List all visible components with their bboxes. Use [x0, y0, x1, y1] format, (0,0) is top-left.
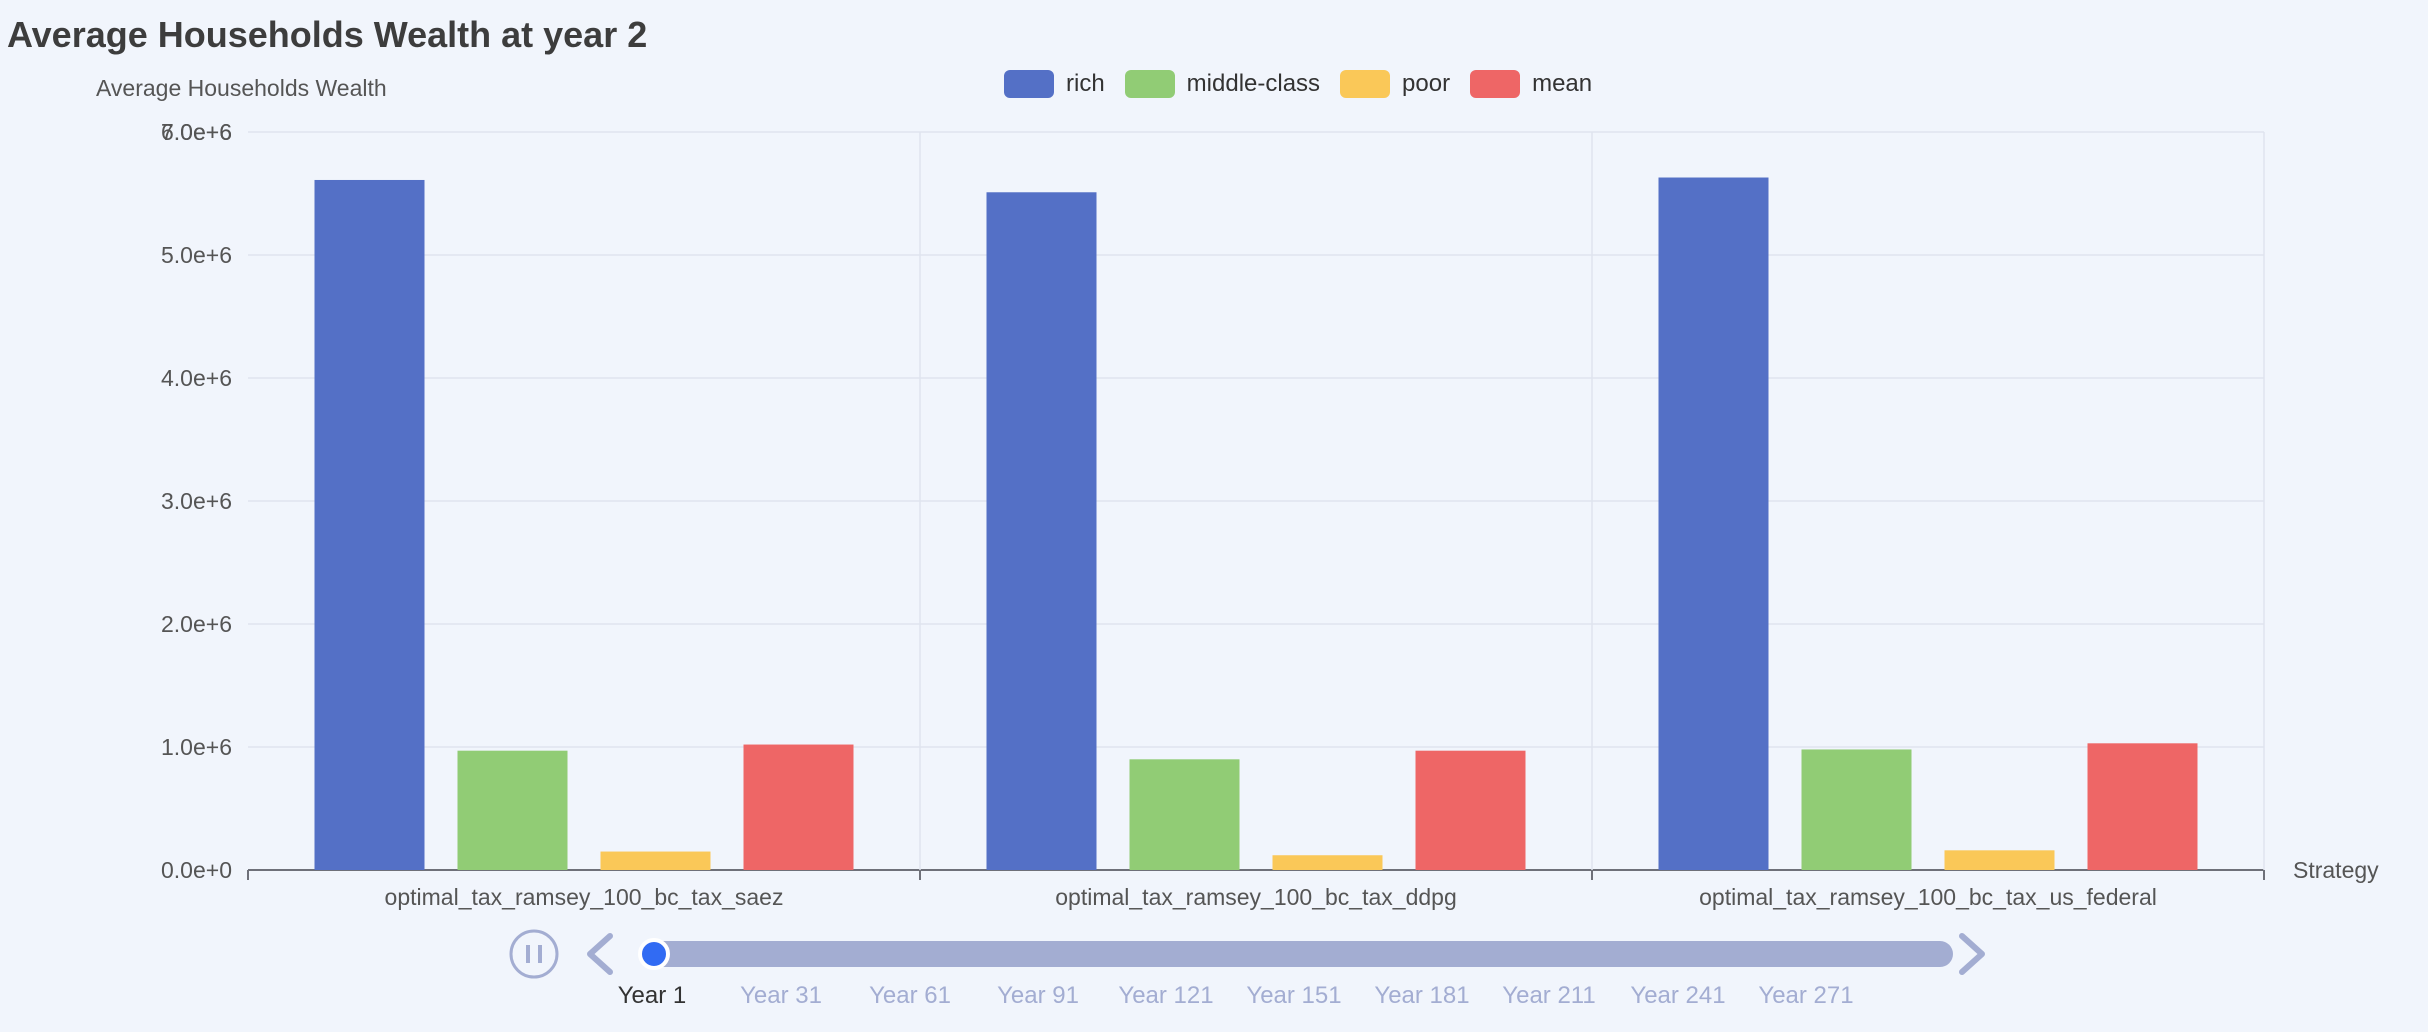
bar-mean[interactable]: [2087, 743, 2198, 870]
y-tick-label: 0.0e+0: [161, 857, 232, 883]
bar-poor[interactable]: [600, 851, 711, 870]
legend-item-poor[interactable]: poor: [1340, 70, 1450, 98]
y-axis-label: Average Households Wealth: [96, 75, 387, 101]
bar-rich[interactable]: [314, 179, 425, 871]
bar-mean[interactable]: [743, 744, 854, 870]
legend-label: middle-class: [1186, 70, 1321, 97]
timeline-label[interactable]: Year 31: [740, 982, 822, 1009]
bar-poor[interactable]: [1944, 850, 2055, 870]
legend-item-mean[interactable]: mean: [1470, 70, 1592, 98]
timeline-labels: Year 1 Year 31 Year 61 Year 91 Year 121 Year …: [0, 982, 2428, 1012]
timeline-label[interactable]: Year 151: [1246, 982, 1342, 1009]
legend-item-middle-class[interactable]: middle-class: [1124, 70, 1321, 98]
bar-rich[interactable]: [986, 192, 1097, 870]
pause-icon[interactable]: [509, 929, 559, 979]
x-tick-label: optimal_tax_ramsey_100_bc_tax_saez: [385, 884, 784, 910]
legend-swatch: [1470, 70, 1521, 98]
x-axis-label: Strategy: [2293, 857, 2379, 883]
legend-swatch: [1004, 70, 1054, 98]
bar-rich[interactable]: [1658, 177, 1769, 870]
bar-middle-class[interactable]: [457, 750, 568, 870]
pause-icon-circle: [509, 929, 559, 979]
y-tick-label: 7.0e+6: [161, 119, 232, 145]
legend-swatch: [1340, 70, 1391, 98]
chevron-right-icon[interactable]: [1959, 933, 1985, 975]
y-tick-label: 1.0e+6: [161, 734, 232, 760]
timeline-label[interactable]: Year 121: [1118, 982, 1214, 1009]
y-tick-label: 5.0e+6: [161, 242, 232, 268]
timeline-label[interactable]: Year 61: [869, 982, 951, 1009]
timeline-label[interactable]: Year 1: [617, 982, 687, 1009]
timeline-handle[interactable]: [638, 938, 670, 970]
timeline-label[interactable]: Year 241: [1630, 982, 1726, 1009]
legend-label: poor: [1402, 70, 1451, 97]
x-tick-label: optimal_tax_ramsey_100_bc_tax_us_federal: [1699, 884, 2157, 910]
legend-item-rich[interactable]: rich: [1004, 70, 1105, 98]
page-title: Average Households Wealth at year 2: [7, 14, 648, 55]
bar-middle-class[interactable]: [1801, 749, 1912, 870]
chevron-left-icon[interactable]: [587, 933, 613, 975]
bar-mean[interactable]: [1415, 750, 1526, 870]
y-tick-label: 3.0e+6: [161, 488, 232, 514]
y-tick-label: 2.0e+6: [161, 611, 232, 637]
pause-bar: [538, 945, 542, 963]
timeline-label[interactable]: Year 271: [1758, 982, 1854, 1009]
timeline-label[interactable]: Year 91: [997, 982, 1079, 1009]
x-tick-label: optimal_tax_ramsey_100_bc_tax_ddpg: [1055, 884, 1457, 910]
bar-poor[interactable]: [1272, 855, 1383, 870]
pause-bar: [526, 945, 530, 963]
legend-label: rich: [1066, 70, 1105, 97]
timeline-label[interactable]: Year 181: [1374, 982, 1470, 1009]
y-tick-label: 4.0e+6: [161, 365, 232, 391]
legend-label: mean: [1532, 70, 1593, 97]
timeline-label[interactable]: Year 211: [1502, 982, 1596, 1009]
y-tick-label: 6.0e+6: [161, 119, 232, 145]
bar-middle-class[interactable]: [1129, 759, 1240, 870]
chart-legend: rich middle-class poor mean: [1004, 68, 1612, 100]
legend-swatch: [1124, 70, 1175, 98]
